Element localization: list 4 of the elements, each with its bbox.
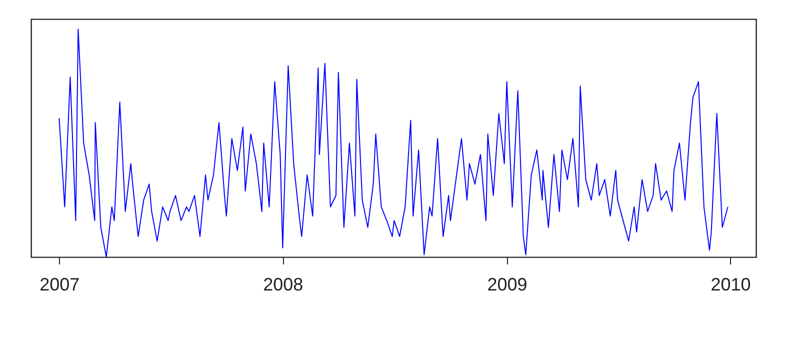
x-tick-label: 2010 xyxy=(710,274,751,294)
x-tick-label: 2007 xyxy=(40,274,80,294)
x-tick-label: 2008 xyxy=(263,274,304,294)
x-tick-label: 2009 xyxy=(487,274,528,294)
